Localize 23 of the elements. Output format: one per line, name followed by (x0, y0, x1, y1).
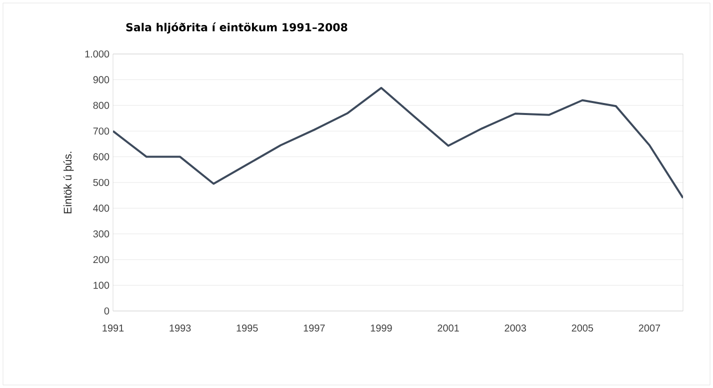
y-tick-label: 100 (94, 282, 110, 289)
y-tick-label: 700 (93, 128, 110, 135)
x-tick-label: 1993 (170, 324, 191, 332)
x-tick-label: 1995 (236, 324, 258, 332)
chart-title: Sala hljóðrita í eintökum 1991–2008 (126, 22, 348, 34)
line-series (113, 86, 684, 199)
x-tick-label: 2005 (572, 324, 594, 332)
y-tick-label: 300 (93, 230, 110, 238)
x-tick-label: 2001 (438, 324, 459, 332)
y-tick-label: 600 (93, 153, 110, 160)
x-tick-label: 2003 (504, 324, 526, 332)
x-tick-label: 1999 (370, 324, 392, 332)
y-tick-label: 500 (93, 178, 110, 186)
y-tick-label: 0 (104, 307, 110, 315)
x-tick-label: 2007 (638, 324, 660, 332)
y-tick-label: 900 (93, 76, 110, 84)
x-tick-label: 1991 (102, 324, 124, 332)
x-tick-label: 1997 (304, 324, 325, 332)
y-tick-label: 800 (93, 102, 110, 109)
y-tick-label: 200 (93, 256, 110, 264)
y-tick-label: 400 (93, 204, 110, 212)
y-tick-label: 1.000 (85, 50, 110, 58)
y-axis-title: Eintök ú þús. (63, 152, 74, 214)
